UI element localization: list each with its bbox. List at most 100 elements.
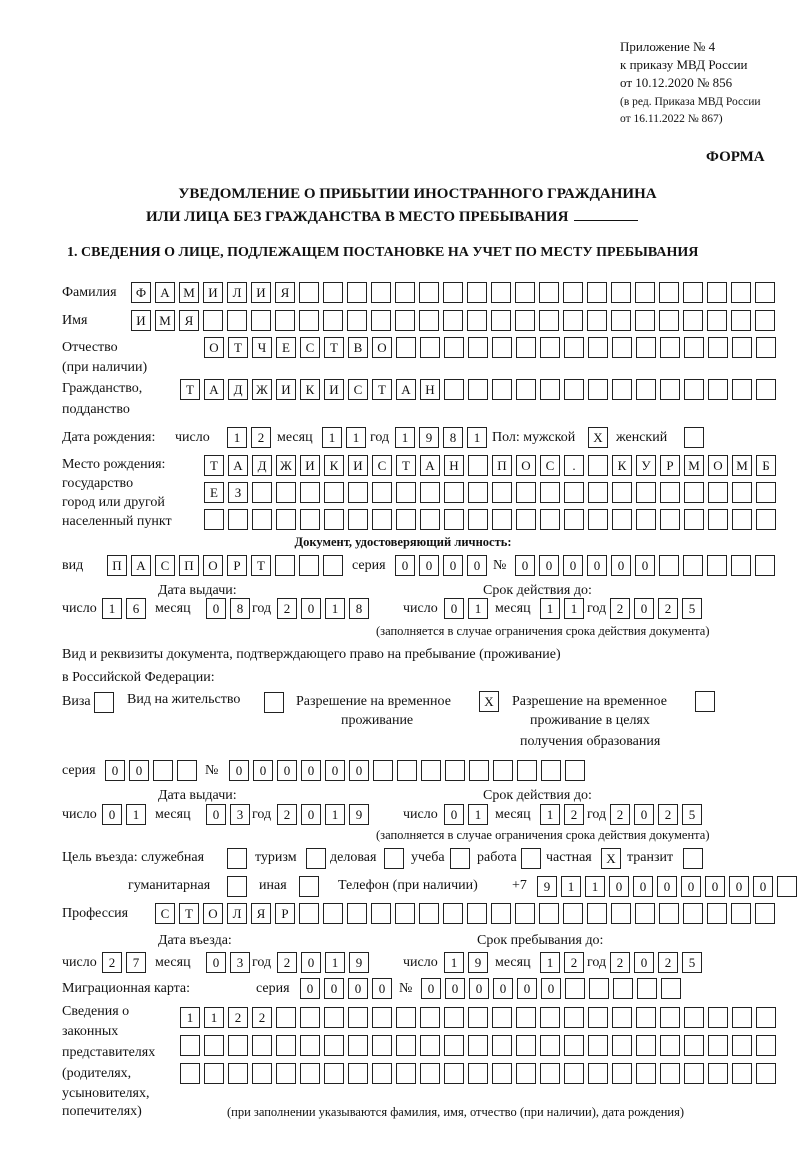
char-cell[interactable]: Я <box>251 903 271 924</box>
char-cell[interactable] <box>444 337 464 358</box>
char-cell[interactable] <box>636 1063 656 1084</box>
char-cell[interactable] <box>660 1007 680 1028</box>
char-cell[interactable] <box>684 1063 704 1084</box>
char-cell[interactable] <box>395 903 415 924</box>
char-cell[interactable]: 0 <box>419 555 439 576</box>
char-cell[interactable] <box>204 509 224 530</box>
char-cell[interactable]: Ч <box>252 337 272 358</box>
char-cell[interactable]: А <box>131 555 151 576</box>
char-cell[interactable] <box>612 1035 632 1056</box>
char-cell[interactable] <box>660 482 680 503</box>
char-cell[interactable] <box>324 1007 344 1028</box>
char-cell[interactable] <box>683 310 703 331</box>
char-cell[interactable] <box>732 509 752 530</box>
char-cell[interactable] <box>708 482 728 503</box>
char-cell[interactable]: 1 <box>322 427 342 448</box>
char-cell[interactable] <box>323 903 343 924</box>
char-cell[interactable] <box>227 310 247 331</box>
char-cell[interactable] <box>491 903 511 924</box>
char-cell[interactable] <box>755 282 775 303</box>
char-cell[interactable] <box>300 509 320 530</box>
purpose-tourism-checkbox[interactable] <box>306 848 326 869</box>
char-cell[interactable] <box>469 760 489 781</box>
char-cell[interactable]: З <box>228 482 248 503</box>
char-cell[interactable]: 2 <box>251 427 271 448</box>
char-cell[interactable]: 0 <box>633 876 653 897</box>
char-cell[interactable] <box>732 482 752 503</box>
visa-checkbox[interactable] <box>94 692 114 713</box>
char-cell[interactable]: Т <box>372 379 392 400</box>
char-cell[interactable]: О <box>203 903 223 924</box>
char-cell[interactable] <box>180 1063 200 1084</box>
char-cell[interactable] <box>516 337 536 358</box>
char-cell[interactable] <box>636 509 656 530</box>
char-cell[interactable] <box>227 848 247 869</box>
char-cell[interactable] <box>348 1035 368 1056</box>
char-cell[interactable] <box>420 1035 440 1056</box>
char-cell[interactable] <box>684 1035 704 1056</box>
char-cell[interactable]: 0 <box>395 555 415 576</box>
char-cell[interactable] <box>492 379 512 400</box>
char-cell[interactable]: 1 <box>126 804 146 825</box>
char-cell[interactable]: X <box>479 691 499 712</box>
char-cell[interactable]: Т <box>251 555 271 576</box>
char-cell[interactable]: 6 <box>126 598 146 619</box>
char-cell[interactable] <box>348 482 368 503</box>
char-cell[interactable] <box>731 282 751 303</box>
char-cell[interactable] <box>636 1035 656 1056</box>
purpose-study-checkbox[interactable] <box>450 848 470 869</box>
char-cell[interactable] <box>516 1007 536 1028</box>
char-cell[interactable] <box>564 1007 584 1028</box>
char-cell[interactable]: О <box>516 455 536 476</box>
char-cell[interactable]: Я <box>179 310 199 331</box>
char-cell[interactable] <box>371 310 391 331</box>
char-cell[interactable] <box>276 1007 296 1028</box>
char-cell[interactable] <box>396 1035 416 1056</box>
char-cell[interactable]: 1 <box>227 427 247 448</box>
char-cell[interactable] <box>468 509 488 530</box>
char-cell[interactable] <box>275 310 295 331</box>
char-cell[interactable] <box>492 482 512 503</box>
char-cell[interactable] <box>467 310 487 331</box>
char-cell[interactable] <box>708 379 728 400</box>
char-cell[interactable]: М <box>732 455 752 476</box>
char-cell[interactable] <box>419 903 439 924</box>
char-cell[interactable]: . <box>564 455 584 476</box>
char-cell[interactable]: 0 <box>517 978 537 999</box>
char-cell[interactable]: 0 <box>301 598 321 619</box>
char-cell[interactable]: 0 <box>634 598 654 619</box>
char-cell[interactable] <box>299 310 319 331</box>
char-cell[interactable]: М <box>684 455 704 476</box>
char-cell[interactable] <box>372 509 392 530</box>
char-cell[interactable] <box>467 282 487 303</box>
char-cell[interactable] <box>612 379 632 400</box>
char-cell[interactable]: Н <box>444 455 464 476</box>
legal-reps-line-3[interactable] <box>180 1063 776 1084</box>
char-cell[interactable] <box>755 903 775 924</box>
char-cell[interactable] <box>264 692 284 713</box>
char-cell[interactable] <box>611 310 631 331</box>
char-cell[interactable]: С <box>155 555 175 576</box>
char-cell[interactable] <box>420 509 440 530</box>
char-cell[interactable] <box>708 337 728 358</box>
char-cell[interactable] <box>611 282 631 303</box>
char-cell[interactable] <box>564 482 584 503</box>
char-cell[interactable] <box>276 1035 296 1056</box>
char-cell[interactable]: 1 <box>561 876 581 897</box>
char-cell[interactable]: 0 <box>753 876 773 897</box>
char-cell[interactable] <box>635 903 655 924</box>
char-cell[interactable]: X <box>601 848 621 869</box>
char-cell[interactable]: Д <box>228 379 248 400</box>
char-cell[interactable] <box>636 482 656 503</box>
char-cell[interactable] <box>540 482 560 503</box>
char-cell[interactable] <box>540 1035 560 1056</box>
